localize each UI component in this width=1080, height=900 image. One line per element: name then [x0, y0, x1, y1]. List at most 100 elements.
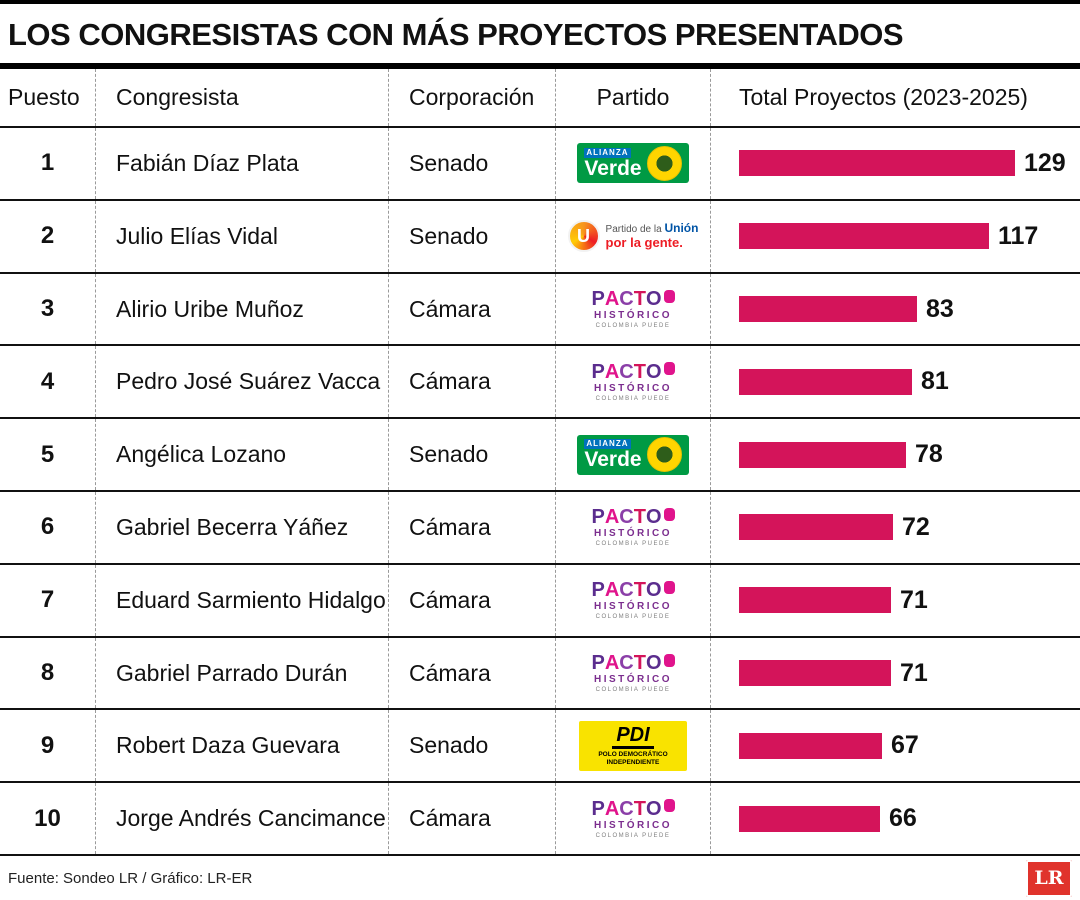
pdi-logo: PDI POLO DEMOCRÁTICO INDEPENDIENTE	[579, 720, 687, 771]
pacto-letter: P	[591, 288, 605, 311]
colombia-puede-label: COLOMBIA PUEDE	[595, 832, 671, 839]
bar-cell: 78	[710, 419, 1080, 491]
corporacion: Senado	[388, 128, 555, 199]
table-header: Puesto Congresista Corporación Partido T…	[0, 69, 1080, 129]
value-bar	[739, 441, 906, 468]
col-header-partido: Partido	[555, 69, 710, 127]
bar-cell: 67	[710, 710, 1080, 782]
colombia-puede-label: COLOMBIA PUEDE	[595, 323, 671, 330]
bar-cell: 81	[710, 346, 1080, 418]
congresista-name: Eduard Sarmiento Hidalgo	[95, 564, 388, 636]
corporacion: Senado	[388, 200, 555, 272]
alianza-label: ALIANZA	[584, 439, 631, 450]
sunflower-icon	[646, 437, 682, 473]
pacto-letter: O	[645, 506, 662, 529]
party-cell: ALIANZA Verde	[555, 128, 710, 199]
source-credit: Fuente: Sondeo LR / Gráfico: LR-ER	[8, 869, 253, 887]
bar-value: 81	[921, 367, 949, 396]
fist-icon	[663, 362, 675, 376]
congresista-name: Alirio Uribe Muñoz	[95, 273, 388, 345]
historico-label: HISTÓRICO	[593, 601, 673, 613]
partido-u-line1a: Partido de la	[605, 223, 665, 235]
pacto-letter: C	[619, 797, 634, 820]
rank: 1	[40, 149, 55, 177]
corporacion: Cámara	[388, 492, 555, 563]
colombia-puede-label: COLOMBIA PUEDE	[595, 614, 671, 621]
rank: 9	[40, 731, 55, 759]
bar-cell: 71	[710, 564, 1080, 636]
pacto-letter: A	[604, 506, 620, 529]
pacto-letter: O	[645, 360, 662, 383]
sunflower-icon	[646, 145, 682, 181]
value-bar	[739, 296, 917, 323]
historico-label: HISTÓRICO	[593, 310, 673, 322]
congresista-name: Jorge Andrés Cancimance	[95, 783, 388, 855]
fist-icon	[663, 799, 675, 813]
colombia-puede-label: COLOMBIA PUEDE	[595, 541, 671, 548]
page-title: LOS CONGRESISTAS CON MÁS PROYECTOS PRESE…	[8, 17, 904, 52]
value-bar	[739, 805, 880, 832]
value-bar	[739, 368, 912, 395]
alianza-verde-wordmark: ALIANZA Verde	[584, 147, 642, 179]
bar-value: 117	[998, 221, 1039, 250]
corporacion: Cámara	[388, 346, 555, 418]
value-bar	[739, 223, 989, 250]
ranking-table: Puesto Congresista Corporación Partido T…	[0, 69, 1080, 857]
pacto-letter: P	[591, 506, 605, 529]
pacto-letter: C	[619, 360, 634, 383]
pacto-letter: C	[619, 579, 634, 602]
colombia-puede-label: COLOMBIA PUEDE	[595, 687, 671, 694]
congresista-name: Angélica Lozano	[95, 419, 388, 491]
bar-value: 72	[902, 512, 930, 541]
rank: 5	[40, 440, 55, 468]
bar-cell: 129	[710, 128, 1080, 199]
bar-cell: 83	[710, 273, 1080, 345]
partido-u-line1: Partido de la Unión	[605, 221, 699, 236]
corporacion: Cámara	[388, 273, 555, 345]
value-bar	[739, 587, 891, 614]
bar-value: 71	[900, 585, 928, 614]
verde-label: Verde	[584, 448, 642, 472]
corporacion: Senado	[388, 710, 555, 782]
pacto-letter: C	[619, 506, 634, 529]
lr-logo: LR	[1026, 859, 1072, 897]
bar-cell: 72	[710, 492, 1080, 563]
congresista-name: Julio Elías Vidal	[95, 200, 388, 272]
pacto-letter: C	[619, 652, 634, 675]
bar-value: 78	[915, 440, 943, 469]
pacto-letter: P	[591, 797, 605, 820]
pacto-letter: A	[604, 652, 620, 675]
rank: 6	[40, 513, 55, 541]
corporacion: Cámara	[388, 637, 555, 709]
value-bar	[739, 150, 1015, 177]
alianza-verde-logo: ALIANZA Verde	[577, 143, 689, 184]
alianza-verde-wordmark: ALIANZA Verde	[584, 439, 642, 472]
value-bar	[739, 732, 882, 759]
bar-value: 71	[900, 658, 928, 687]
fist-icon	[663, 653, 675, 667]
table-row: 1 Fabián Díaz Plata Senado ALIANZA Verde…	[0, 128, 1080, 201]
party-cell: ALIANZA Verde	[555, 419, 710, 491]
partido-u-line2: por la gente.	[605, 234, 683, 250]
historico-label: HISTÓRICO	[593, 674, 673, 686]
party-cell: PDI POLO DEMOCRÁTICO INDEPENDIENTE	[555, 710, 710, 782]
bar-cell: 71	[710, 637, 1080, 709]
table-row: 2 Julio Elías Vidal Senado U Partido de …	[0, 200, 1080, 274]
col-header-congresista: Congresista	[95, 69, 388, 127]
historico-label: HISTÓRICO	[593, 528, 673, 540]
fist-icon	[663, 507, 675, 521]
congresista-name: Gabriel Parrado Durán	[95, 637, 388, 709]
